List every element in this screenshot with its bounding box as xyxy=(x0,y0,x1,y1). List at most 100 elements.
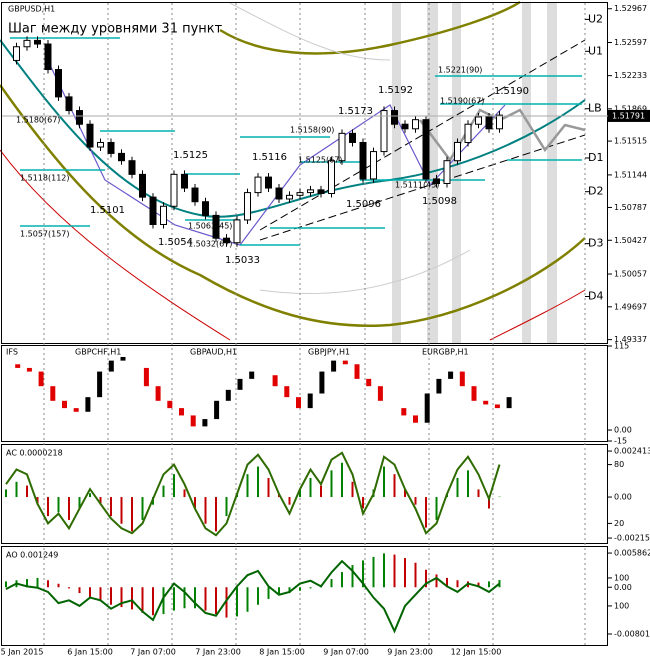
candle xyxy=(349,132,356,143)
ifs-candle xyxy=(15,364,21,368)
candle xyxy=(212,214,220,239)
section-label: GBPJPY,H1 xyxy=(308,348,350,357)
indicator-line xyxy=(5,451,501,537)
candle xyxy=(202,201,209,216)
y-tick-label: 1.52597 xyxy=(614,38,647,47)
annotation: 1.5173 xyxy=(338,106,373,117)
chart-subtitle: Шаг между уровнями 31 пункт xyxy=(8,22,223,37)
y-tick-label: 20 xyxy=(614,519,624,528)
annotation: 1.5032(67) xyxy=(188,240,232,249)
ifs-candle xyxy=(342,360,348,365)
x-tick-label: 8 Jan 15:00 xyxy=(259,648,305,657)
y-tick-label: 1.50787 xyxy=(614,203,647,212)
candle xyxy=(44,43,52,71)
annotation: 1.5192 xyxy=(378,85,413,96)
candle xyxy=(286,194,293,200)
ifs-candle xyxy=(331,360,337,372)
level-name: U1 xyxy=(588,44,603,57)
ifs-candle xyxy=(296,397,301,409)
ifs-candle xyxy=(143,367,149,387)
ifs-candle xyxy=(249,371,255,379)
ifs-candle xyxy=(377,386,383,401)
y-tick-label: 0.002413 xyxy=(614,447,650,456)
ifs-candle xyxy=(225,389,231,401)
candle xyxy=(23,39,31,48)
y-tick-label: -15 xyxy=(614,437,627,446)
annotation: 1.5190(67) xyxy=(440,97,484,106)
candle xyxy=(317,189,325,195)
ifs-candle xyxy=(202,419,208,427)
x-tick-label: 5 Jan 2015 xyxy=(1,648,44,657)
ifs-candle xyxy=(73,408,79,412)
annotation: 1.5101 xyxy=(90,205,125,216)
candle xyxy=(86,123,94,148)
annotation: 1.5098 xyxy=(422,196,457,207)
ifs-candle xyxy=(436,378,442,394)
ifs-candle xyxy=(26,367,32,372)
y-tick-label: 1.52967 xyxy=(614,4,647,13)
ifs-candle xyxy=(155,386,161,401)
candle xyxy=(233,219,241,244)
candle xyxy=(107,141,115,154)
ac-title: AC 0.0000218 xyxy=(6,449,63,458)
annotation: 1.5033 xyxy=(225,255,260,266)
y-tick-label: 1.49337 xyxy=(614,335,647,344)
annotation: 1.5063(45) xyxy=(188,222,232,231)
ifs-candle xyxy=(284,386,290,398)
candle xyxy=(254,176,262,194)
y-tick-label: 1.51869 xyxy=(614,104,647,113)
y-tick-label: 1.49697 xyxy=(614,302,647,311)
candle xyxy=(485,116,493,130)
last-price: 1.51791 xyxy=(612,111,645,120)
candle xyxy=(475,116,482,125)
candle xyxy=(118,152,125,162)
ifs-candle xyxy=(120,356,126,361)
y-tick-label: 1.52233 xyxy=(614,71,647,80)
x-tick-label: 12 Jan 15:00 xyxy=(451,648,502,657)
level-name: D3 xyxy=(588,237,603,250)
ifs-candle xyxy=(237,378,243,390)
candle xyxy=(307,189,314,194)
ifs-candle xyxy=(424,393,430,423)
y-tick-label: 0.00 xyxy=(614,583,632,592)
level-name: D1 xyxy=(588,151,603,164)
candle xyxy=(412,119,419,130)
ifs-candle xyxy=(471,386,477,401)
candle xyxy=(296,192,304,196)
ifs-candle xyxy=(50,386,56,401)
annotation: 1.5125 xyxy=(173,150,208,161)
candle xyxy=(464,123,472,143)
y-tick-label: 100 xyxy=(614,573,629,582)
candle xyxy=(34,39,41,45)
ao-title: AO 0.001249 xyxy=(6,551,58,560)
annotation: 1.5180(67) xyxy=(16,116,60,125)
ifs-candle xyxy=(272,375,278,387)
ifs-candle xyxy=(62,400,67,409)
x-tick-label: 9 Jan 07:00 xyxy=(323,648,369,657)
ifs-candle xyxy=(354,364,360,379)
annotation: 1.5125(67) xyxy=(298,156,342,165)
candle xyxy=(401,123,409,130)
y-tick-label: 1.50057 xyxy=(614,269,647,278)
indicator-line xyxy=(5,559,501,634)
annotation: 1.5221(90) xyxy=(438,66,482,75)
candle xyxy=(338,132,346,162)
section-label: GBPAUD,H1 xyxy=(190,348,237,357)
candle xyxy=(443,160,451,184)
candle xyxy=(422,119,430,180)
level-name: U2 xyxy=(588,12,603,25)
y-tick-label: -0.00215 xyxy=(614,534,650,543)
shaded-bands xyxy=(392,3,557,343)
annotation: 1.5096 xyxy=(346,199,381,210)
ifs-candle xyxy=(167,400,173,409)
ifs-candle xyxy=(307,393,313,409)
annotation: 1.5190 xyxy=(494,86,529,97)
level-name: D2 xyxy=(588,185,603,198)
annotation: 1.5057(157) xyxy=(20,230,70,239)
ifs-candle xyxy=(448,371,454,379)
annotation: 1.5116 xyxy=(252,152,287,163)
ifs-candle xyxy=(366,378,372,387)
section-label: GBPCHF,H1 xyxy=(75,348,121,357)
y-tick-label: 0.00 xyxy=(614,493,632,502)
